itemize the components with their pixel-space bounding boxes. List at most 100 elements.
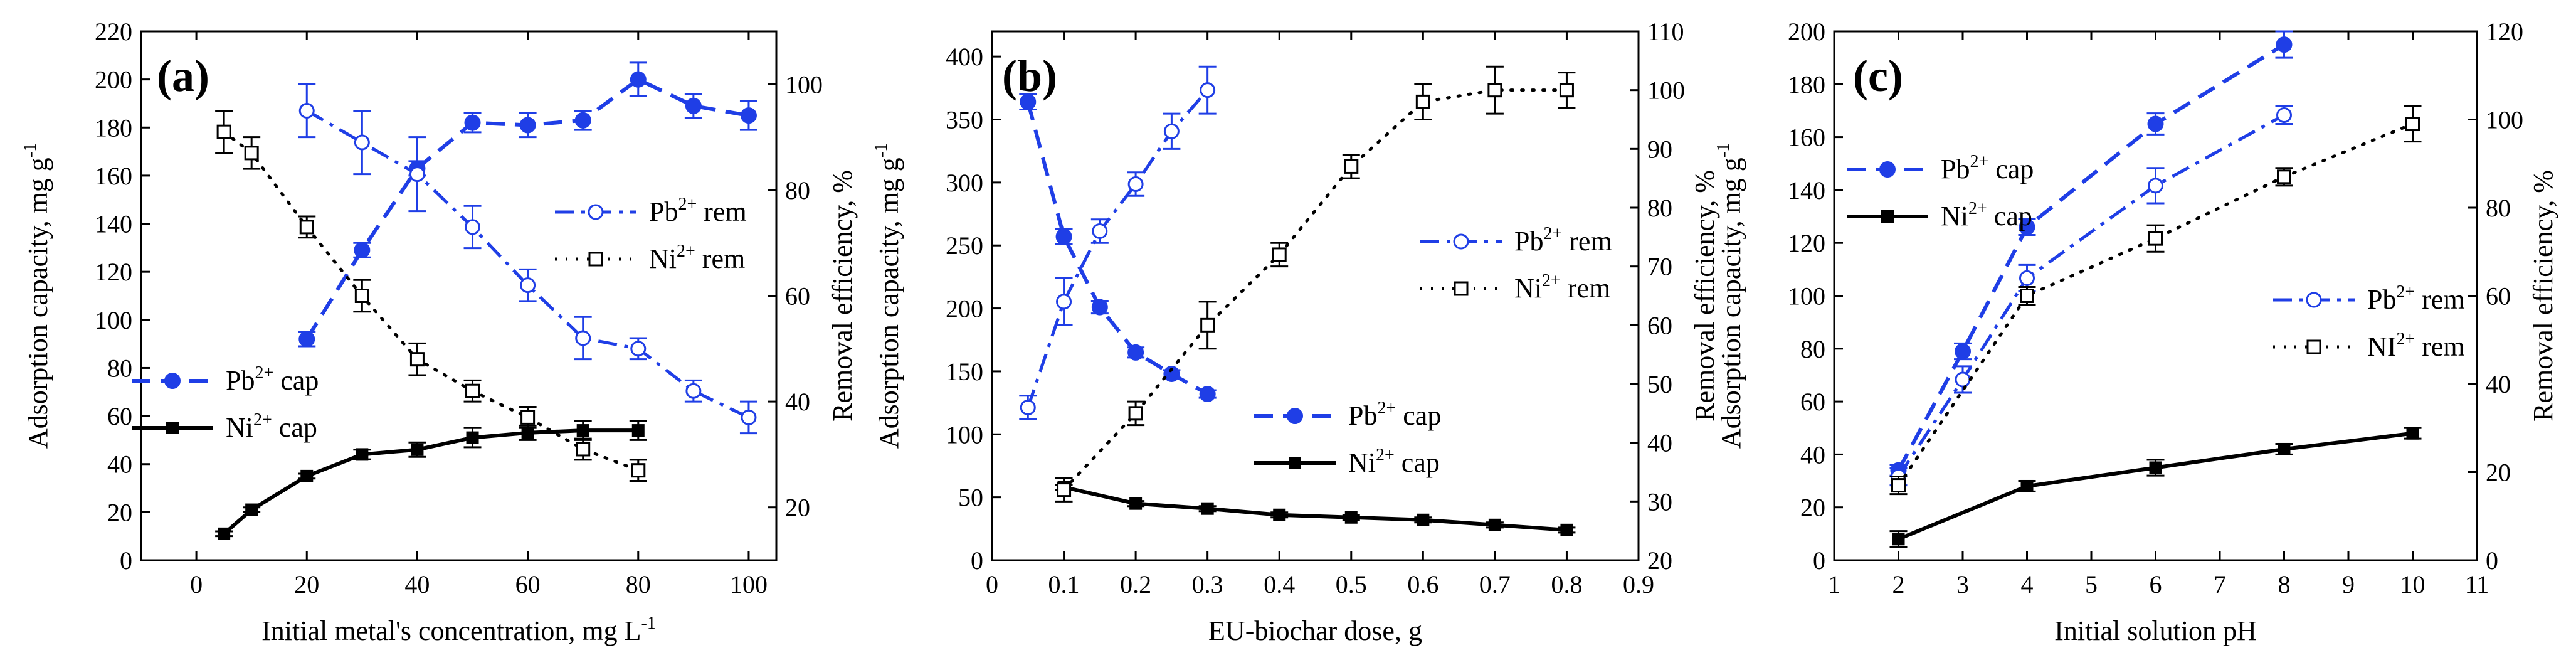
data-point — [685, 97, 702, 114]
chart-panel-2: 0 0.1 0.2 0.3 0.4 0.5 0.6 0.7 0.8 0.9 0 50 100 150 200… — [872, 18, 1720, 646]
panel-label: (a) — [157, 51, 209, 101]
y-left-tick-label: 20 — [107, 498, 132, 526]
series-line — [1026, 89, 1209, 408]
data-point — [685, 383, 702, 399]
data-point — [464, 114, 481, 131]
series-ni-rem — [1889, 105, 2422, 496]
data-point — [1272, 247, 1287, 262]
y-right-tick-label: 70 — [1647, 253, 1672, 281]
y-right-tick-label: 100 — [2486, 106, 2523, 134]
series-line — [306, 109, 750, 419]
x-tick-label: 40 — [404, 570, 430, 598]
legend: Pb2+ cap Ni2+ cap Pb2+ rem NI2+ rem — [1847, 152, 2465, 362]
series-pb-cap — [1019, 93, 1217, 403]
data-point — [411, 443, 424, 456]
data-point — [630, 341, 647, 357]
y-right-tick-label: 100 — [785, 70, 823, 98]
data-point — [1560, 523, 1573, 536]
series-line — [1896, 43, 2286, 472]
data-point — [1127, 344, 1144, 361]
y-right-tick-label: 20 — [2486, 459, 2511, 487]
y-right-tick-label: 100 — [1647, 77, 1685, 105]
legend-swatch-marker — [1454, 281, 1469, 296]
x-tick-label: 5 — [2085, 570, 2098, 598]
legend-swatch-marker — [166, 422, 179, 434]
x-tick-label: 10 — [2400, 570, 2426, 598]
data-point — [1487, 83, 1502, 98]
legend-label: Ni2+ cap — [1941, 199, 2032, 231]
y-left-tick-label: 80 — [107, 354, 132, 382]
x-axis-label: Initial solution pH — [2054, 615, 2257, 646]
data-point — [575, 330, 591, 346]
data-point — [2020, 289, 2034, 303]
y-left-tick-label: 200 — [1788, 18, 1825, 46]
y-left-tick-label: 50 — [958, 484, 983, 512]
y-right-tick-label: 60 — [1647, 311, 1672, 339]
y-left-tick-label: 0 — [971, 546, 983, 575]
y-left-tick-label: 100 — [946, 420, 983, 449]
data-point — [1273, 508, 1286, 521]
data-point — [356, 448, 369, 461]
data-point — [1200, 317, 1215, 332]
y-left-tick-label: 350 — [946, 106, 983, 134]
y-right-axis-label: Removal efficiency, % — [827, 170, 858, 422]
legend-swatch-marker — [164, 373, 181, 389]
data-point — [630, 71, 647, 88]
plot-frame — [991, 30, 1640, 561]
x-tick-label: 0.5 — [1336, 570, 1367, 598]
data-point — [1955, 343, 1971, 360]
data-point — [354, 242, 371, 258]
data-point — [2147, 115, 2164, 132]
x-tick-label: 20 — [294, 570, 319, 598]
series-pb-rem — [298, 83, 757, 435]
data-point — [298, 331, 315, 348]
x-axis-label: Initial metal's concentration, mg L-1 — [261, 614, 656, 646]
x-tick-label: 2 — [1892, 570, 1905, 598]
legend-swatch-marker — [1453, 233, 1469, 250]
data-point — [1559, 83, 1574, 98]
data-point — [1091, 299, 1108, 316]
y-left-tick-label: 200 — [95, 66, 132, 94]
data-point — [1163, 123, 1180, 139]
data-point — [2148, 231, 2163, 246]
y-right-tick-label: 90 — [1647, 135, 1672, 163]
data-point — [300, 469, 314, 482]
series-pb-rem — [1889, 105, 2293, 487]
y-right-tick-label: 40 — [1647, 429, 1672, 457]
data-point — [2019, 270, 2035, 286]
data-point — [409, 166, 425, 183]
y-left-tick-label: 120 — [1788, 229, 1825, 257]
data-point — [2278, 442, 2291, 455]
x-tick-label: 0.6 — [1407, 570, 1438, 598]
data-point — [2020, 479, 2034, 492]
legend-swatch-marker — [2306, 292, 2322, 308]
data-point — [2276, 36, 2293, 53]
data-point — [520, 277, 536, 294]
data-point — [1488, 518, 1501, 531]
data-point — [465, 219, 481, 235]
x-tick-label: 0.3 — [1192, 570, 1223, 598]
chart-panel-1: 0 20 40 60 80 100 0 20 40 60 80 100 120 140 160 180 200 2… — [21, 18, 858, 646]
y-right-tick-label: 80 — [1647, 194, 1672, 222]
y-right-tick-label: 80 — [2486, 194, 2511, 222]
series-line — [1062, 88, 1568, 492]
data-point — [299, 220, 314, 235]
data-point — [1200, 82, 1216, 98]
series-line — [1897, 122, 2414, 487]
data-point — [740, 107, 757, 124]
data-point — [1892, 533, 1905, 546]
y-left-tick-label: 0 — [1813, 546, 1825, 575]
data-point — [1020, 93, 1037, 110]
y-left-tick-label: 180 — [95, 114, 132, 142]
data-point — [521, 426, 534, 439]
legend-swatch-marker — [1289, 457, 1301, 469]
x-tick-label: 0.1 — [1048, 570, 1080, 598]
y-left-tick-label: 140 — [95, 210, 132, 238]
legend-swatch-marker — [588, 204, 604, 220]
legend-swatch-marker — [1879, 161, 1896, 178]
legend-label: NI2+ rem — [2367, 329, 2465, 362]
data-point — [2276, 107, 2292, 123]
y-left-tick-label: 300 — [946, 169, 983, 197]
data-point — [1415, 94, 1430, 109]
